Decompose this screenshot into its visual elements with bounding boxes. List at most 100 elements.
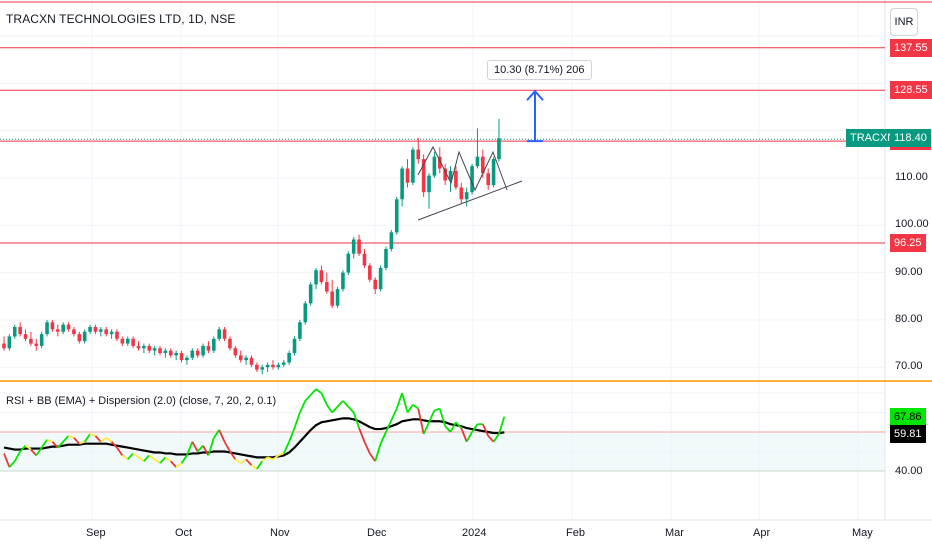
price-tick: 90.00 xyxy=(895,265,923,278)
candle-body xyxy=(298,322,302,339)
rsi-segment xyxy=(35,447,43,456)
pattern-drawing xyxy=(417,145,508,192)
rsi-segment xyxy=(492,433,500,443)
candle-body xyxy=(29,338,33,344)
rsi-segment xyxy=(89,433,96,437)
rsi-segment xyxy=(267,456,274,461)
candle-body xyxy=(104,329,109,335)
rsi-segment xyxy=(379,431,387,445)
candle-body xyxy=(255,364,259,370)
candle-body xyxy=(195,350,200,356)
symbol-tag: TRACXN xyxy=(846,129,900,148)
rsi-segment xyxy=(309,388,317,396)
rsi-segment xyxy=(40,439,48,449)
basis-value-tag: 59.81 xyxy=(890,425,926,444)
rsi-segment xyxy=(342,400,349,408)
candle-body xyxy=(99,329,103,332)
candle-body xyxy=(190,350,195,358)
rsi-band xyxy=(0,432,885,471)
rsi-segment xyxy=(401,392,409,413)
rsi-segment xyxy=(358,427,366,443)
rsi-segment xyxy=(272,454,279,461)
candle-body xyxy=(163,350,168,354)
candle-body xyxy=(335,289,340,306)
rsi-segment xyxy=(100,437,107,443)
time-axis-label: Sep xyxy=(86,527,106,539)
candle-body xyxy=(66,324,71,330)
candle-body xyxy=(260,367,265,370)
rsi-segment xyxy=(223,441,231,452)
rsi-segment xyxy=(202,445,210,456)
rsi-segment xyxy=(186,441,194,456)
rsi-segment xyxy=(455,421,462,429)
rsi-segment xyxy=(73,437,80,445)
rsi-segment xyxy=(137,456,145,462)
rsi-segment xyxy=(191,441,199,452)
candle-body xyxy=(39,334,44,346)
drawings[interactable] xyxy=(417,89,544,221)
rsi-segment xyxy=(256,460,263,470)
rsi-segment xyxy=(438,408,447,427)
candle-body xyxy=(421,159,426,193)
time-axis-label: Mar xyxy=(665,527,684,539)
candle-body xyxy=(437,156,442,169)
candle-body xyxy=(405,168,410,183)
rsi-segment xyxy=(434,407,441,412)
rsi-segment xyxy=(164,456,172,462)
candle-body xyxy=(362,253,367,266)
rsi-segment xyxy=(148,454,156,461)
rsi-segment xyxy=(13,451,21,462)
rsi-segment xyxy=(121,454,129,461)
candles xyxy=(2,118,501,375)
rsi-segment xyxy=(62,435,70,443)
time-axis-label: Dec xyxy=(367,527,387,539)
rsi-segment xyxy=(240,458,247,464)
candle-body xyxy=(346,253,351,273)
candle-body xyxy=(7,336,12,349)
measure-tooltip: 10.30 (8.71%) 206 xyxy=(487,60,592,80)
rsi-segment xyxy=(304,394,312,402)
candle-body xyxy=(416,149,421,160)
candle-body xyxy=(206,345,211,351)
candle-body xyxy=(77,334,82,342)
rsi-segment xyxy=(154,458,161,464)
candle-body xyxy=(276,364,281,368)
rsi-segment xyxy=(352,412,360,429)
candle-body xyxy=(61,324,65,332)
candle-body xyxy=(45,322,49,335)
candle-body xyxy=(464,192,469,200)
candle-body xyxy=(12,326,17,337)
candle-body xyxy=(400,168,404,200)
candle-body xyxy=(147,345,152,351)
rsi-segment xyxy=(57,441,64,449)
candle-body xyxy=(475,156,480,167)
candle-body xyxy=(93,326,98,332)
rsi-segment xyxy=(422,421,430,435)
candle-body xyxy=(394,199,399,233)
indicator-title[interactable]: RSI + BB (EMA) + Dispersion (2.0) (close… xyxy=(6,395,277,407)
rsi-segment xyxy=(428,410,436,423)
candle-body xyxy=(244,357,248,361)
rsi-segment xyxy=(299,400,307,413)
candle-body xyxy=(115,331,119,339)
candle-body xyxy=(303,303,308,323)
candle-body xyxy=(432,156,437,176)
candle-body xyxy=(292,338,297,354)
candle-body xyxy=(72,329,76,335)
rsi-segment xyxy=(127,452,134,460)
rsi-segment xyxy=(363,441,371,454)
candle-body xyxy=(281,362,286,365)
currency-button[interactable]: INR xyxy=(890,8,918,36)
level-price-tag: 96.25 xyxy=(890,234,926,253)
level-price-tag: 137.55 xyxy=(890,38,932,57)
rsi-segment xyxy=(395,392,403,409)
rsi-segment xyxy=(288,427,296,443)
candle-body xyxy=(82,331,87,342)
price-tick: 70.00 xyxy=(895,360,923,373)
rsi-segment xyxy=(278,452,285,457)
candle-body xyxy=(142,345,146,349)
rsi-segment xyxy=(218,429,226,443)
rsi-segment xyxy=(261,456,269,462)
level-price-tag: 128.55 xyxy=(890,81,932,100)
